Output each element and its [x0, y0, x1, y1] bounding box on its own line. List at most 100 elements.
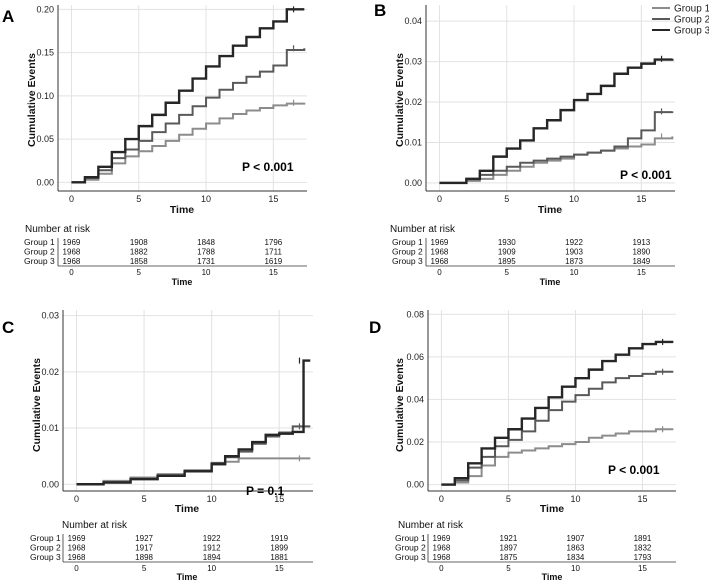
x-tick-label: 10	[207, 494, 217, 504]
risk-value: 1908	[130, 238, 148, 247]
x-tick-label: 0	[439, 494, 444, 504]
risk-time-ticks: 0 5 10 15	[437, 268, 646, 277]
legend-item-group-2: Group 2	[652, 15, 709, 26]
series-line-group-1	[441, 428, 674, 486]
risk-row-label: Group 1	[24, 237, 55, 247]
risk-value: 1619	[264, 257, 282, 266]
p-value: P < 0.001	[242, 160, 294, 174]
legend: Group 1 Group 2 Group 3	[652, 4, 709, 37]
risk-value: 1793	[634, 553, 652, 562]
x-tick-label: 0	[74, 494, 79, 504]
series-line-group-2	[439, 111, 674, 184]
x-tick-label: 5	[136, 194, 141, 204]
y-tick-label: 0.05	[36, 134, 54, 144]
risk-value: 1899	[270, 544, 288, 553]
x-tick-label: 15	[274, 494, 284, 504]
x-tick-label: 15	[636, 194, 646, 204]
risk-value: 1919	[270, 534, 288, 543]
risk-value: 1858	[130, 257, 148, 266]
risk-value: 1832	[634, 544, 652, 553]
risk-value: 1968	[63, 248, 81, 257]
risk-time-label: 15	[638, 564, 647, 573]
x-axis-title: Time	[170, 204, 194, 216]
risk-value: 1930	[498, 238, 516, 247]
x-tick-label: 0	[437, 194, 442, 204]
risk-row-label: Group 2	[392, 247, 423, 257]
risk-row-label: Group 3	[24, 256, 55, 266]
risk-table-xlabel: Time	[177, 572, 198, 582]
y-tick-label: 0.02	[41, 367, 59, 377]
risk-table-values: 1969 1930 1922 1913 1968 1909 1903 1890 …	[431, 238, 651, 266]
risk-value: 1968	[433, 553, 451, 562]
y-ticks: 0.00 0.01 0.02 0.03 0.04	[404, 16, 422, 188]
risk-value: 1863	[567, 544, 585, 553]
legend-item-group-1: Group 1	[652, 4, 709, 15]
grid	[426, 5, 675, 191]
risk-value: 1968	[431, 257, 449, 266]
risk-time-label: 10	[207, 564, 216, 573]
grid	[63, 310, 313, 491]
risk-table-title: Number at risk	[398, 520, 464, 531]
risk-value: 1711	[265, 248, 283, 257]
risk-row-label: Group 1	[395, 533, 426, 543]
risk-table: Number at risk Group 1 Group 2 Group 3 1…	[395, 520, 676, 582]
risk-row-label: Group 2	[30, 543, 61, 553]
risk-value: 1849	[632, 257, 650, 266]
risk-value: 1922	[203, 534, 221, 543]
risk-value: 1909	[498, 248, 516, 257]
y-tick-label: 0.01	[41, 423, 59, 433]
y-tick-label: 0.15	[36, 48, 54, 58]
risk-table-title: Number at risk	[62, 520, 128, 531]
risk-value: 1882	[130, 248, 148, 257]
panel-a: A Cumulative Events 0.00 0.05 0.10 0.15 …	[2, 4, 307, 287]
legend-label-group-2: Group 2	[674, 15, 709, 26]
risk-table: Number at risk Group 1 Group 2 Group 3 1…	[24, 224, 307, 287]
series-line-group-3	[439, 58, 674, 185]
risk-table: Number at risk Group 1 Group 2 Group 3 1…	[390, 224, 675, 287]
y-tick-label: 0.00	[406, 480, 424, 490]
y-tick-label: 0.04	[406, 394, 424, 404]
risk-value: 1898	[135, 553, 153, 562]
risk-value: 1922	[565, 238, 583, 247]
panel-label: B	[374, 1, 386, 20]
x-ticks: 0 5 10 15	[439, 494, 648, 504]
panel-d: D Cumulative Events 0.00 0.02 0.04 0.06 …	[369, 309, 676, 582]
y-tick-label: 0.02	[404, 97, 422, 107]
series-lines	[441, 338, 674, 486]
risk-value: 1894	[203, 553, 221, 562]
panel-b: B Cumulative Events 0.00 0.01 0.02 0.03 …	[374, 1, 675, 287]
risk-table-xlabel: Time	[540, 277, 561, 287]
risk-time-label: 0	[437, 268, 442, 277]
y-tick-label: 0.03	[404, 57, 422, 67]
y-axis-title: Cumulative Events	[394, 53, 406, 147]
risk-table-values: 1969 1908 1848 1796 1968 1882 1788 1711 …	[63, 238, 283, 266]
risk-time-label: 0	[74, 564, 79, 573]
risk-value: 1968	[68, 544, 86, 553]
y-tick-label: 0.01	[404, 137, 422, 147]
risk-time-label: 15	[637, 268, 646, 277]
p-value: P < 0.001	[608, 463, 660, 477]
series-lines	[76, 357, 311, 486]
legend-item-group-3: Group 3	[652, 26, 709, 37]
y-ticks: 0.00 0.05 0.10 0.15 0.20	[36, 4, 54, 187]
risk-value: 1903	[565, 248, 583, 257]
risk-value: 1881	[270, 553, 288, 562]
panel-label: A	[2, 7, 14, 26]
x-ticks: 0 5 10 15	[437, 194, 646, 204]
x-axis-title: Time	[540, 503, 564, 515]
risk-time-label: 10	[571, 564, 580, 573]
panel-label: D	[369, 318, 381, 337]
x-tick-label: 10	[570, 494, 580, 504]
legend-label-group-3: Group 3	[674, 26, 709, 37]
risk-table-values: 1969 1921 1907 1891 1968 1897 1863 1832 …	[433, 534, 652, 562]
series-line-group-3	[71, 8, 305, 184]
grid	[58, 5, 307, 191]
risk-time-label: 0	[69, 268, 74, 277]
legend-label-group-1: Group 1	[674, 4, 709, 15]
risk-value: 1969	[433, 534, 451, 543]
x-tick-label: 10	[201, 194, 211, 204]
risk-row-label: Group 1	[392, 237, 423, 247]
risk-time-label: 15	[269, 268, 278, 277]
risk-time-label: 5	[137, 268, 142, 277]
risk-time-label: 5	[505, 268, 510, 277]
